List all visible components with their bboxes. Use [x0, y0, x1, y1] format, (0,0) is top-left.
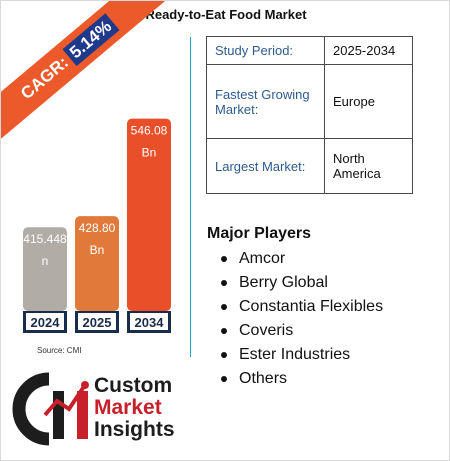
major-players: Major Players Amcor Berry Global Constan…	[207, 225, 383, 391]
players-list: Amcor Berry Global Constantia Flexibles …	[207, 247, 383, 391]
category-label-box	[78, 313, 116, 330]
bullet-icon	[221, 328, 227, 334]
bullet-icon	[221, 304, 227, 310]
bar-chart: 2024 415.448 n 2025 428.80 Bn 2034 546.08 Bn	[23, 118, 171, 333]
largest-market-key: Largest Market:	[206, 138, 325, 194]
study-period-value: 2025-2034	[324, 36, 413, 65]
bar-2034	[127, 118, 171, 311]
logo-wordmark: Custom Market Insights	[94, 374, 175, 441]
bullet-icon	[221, 352, 227, 358]
cmi-logo-icon	[12, 372, 89, 446]
data-label: 428.80	[79, 221, 116, 235]
bullet-icon	[221, 256, 227, 262]
x-tick-label: 2024	[31, 315, 61, 330]
fastest-growing-value: Europe	[324, 64, 413, 139]
table-row: Largest Market: North America	[206, 138, 413, 194]
list-item: Amcor	[221, 247, 383, 271]
cagr-label: CAGR:	[17, 52, 73, 104]
study-period-key: Study Period:	[206, 36, 325, 65]
table-row: Fastest Growing Market: Europe	[206, 64, 413, 139]
list-item: Coveris	[221, 319, 383, 343]
info-table: Study Period: 2025-2034 Fastest Growing …	[206, 36, 413, 194]
data-label: Bn	[142, 146, 157, 160]
table-row: Study Period: 2025-2034	[206, 36, 413, 65]
data-label: 546.08	[131, 124, 168, 138]
data-label: Bn	[90, 243, 105, 257]
bar-2024	[23, 227, 67, 311]
bar-2025	[75, 216, 119, 311]
data-label: n	[42, 254, 49, 268]
list-item: Constantia Flexibles	[221, 295, 383, 319]
category-label-box	[130, 313, 168, 330]
list-item: Berry Global	[221, 271, 383, 295]
bullet-icon	[221, 280, 227, 286]
company-logo: Custom Market Insights	[1, 363, 201, 453]
players-heading: Major Players	[207, 225, 312, 242]
cagr-ribbon: CAGR: 5.14%	[1, 1, 171, 151]
source-note: Source: CMI	[37, 346, 82, 355]
x-tick-label: 2034	[135, 315, 165, 330]
data-label: 415.448	[23, 232, 67, 246]
list-item: Ester Industries	[221, 343, 383, 367]
x-tick-label: 2025	[83, 315, 112, 330]
fastest-growing-key: Fastest Growing Market:	[206, 64, 325, 139]
largest-market-value: North America	[324, 138, 413, 194]
list-item: Others	[221, 367, 383, 391]
bullet-icon	[221, 376, 227, 382]
cagr-value: 5.14%	[62, 13, 120, 67]
divider-line	[190, 37, 191, 357]
category-label-box	[26, 313, 64, 330]
page-title: Ready-to-Eat Food Market	[145, 7, 307, 22]
